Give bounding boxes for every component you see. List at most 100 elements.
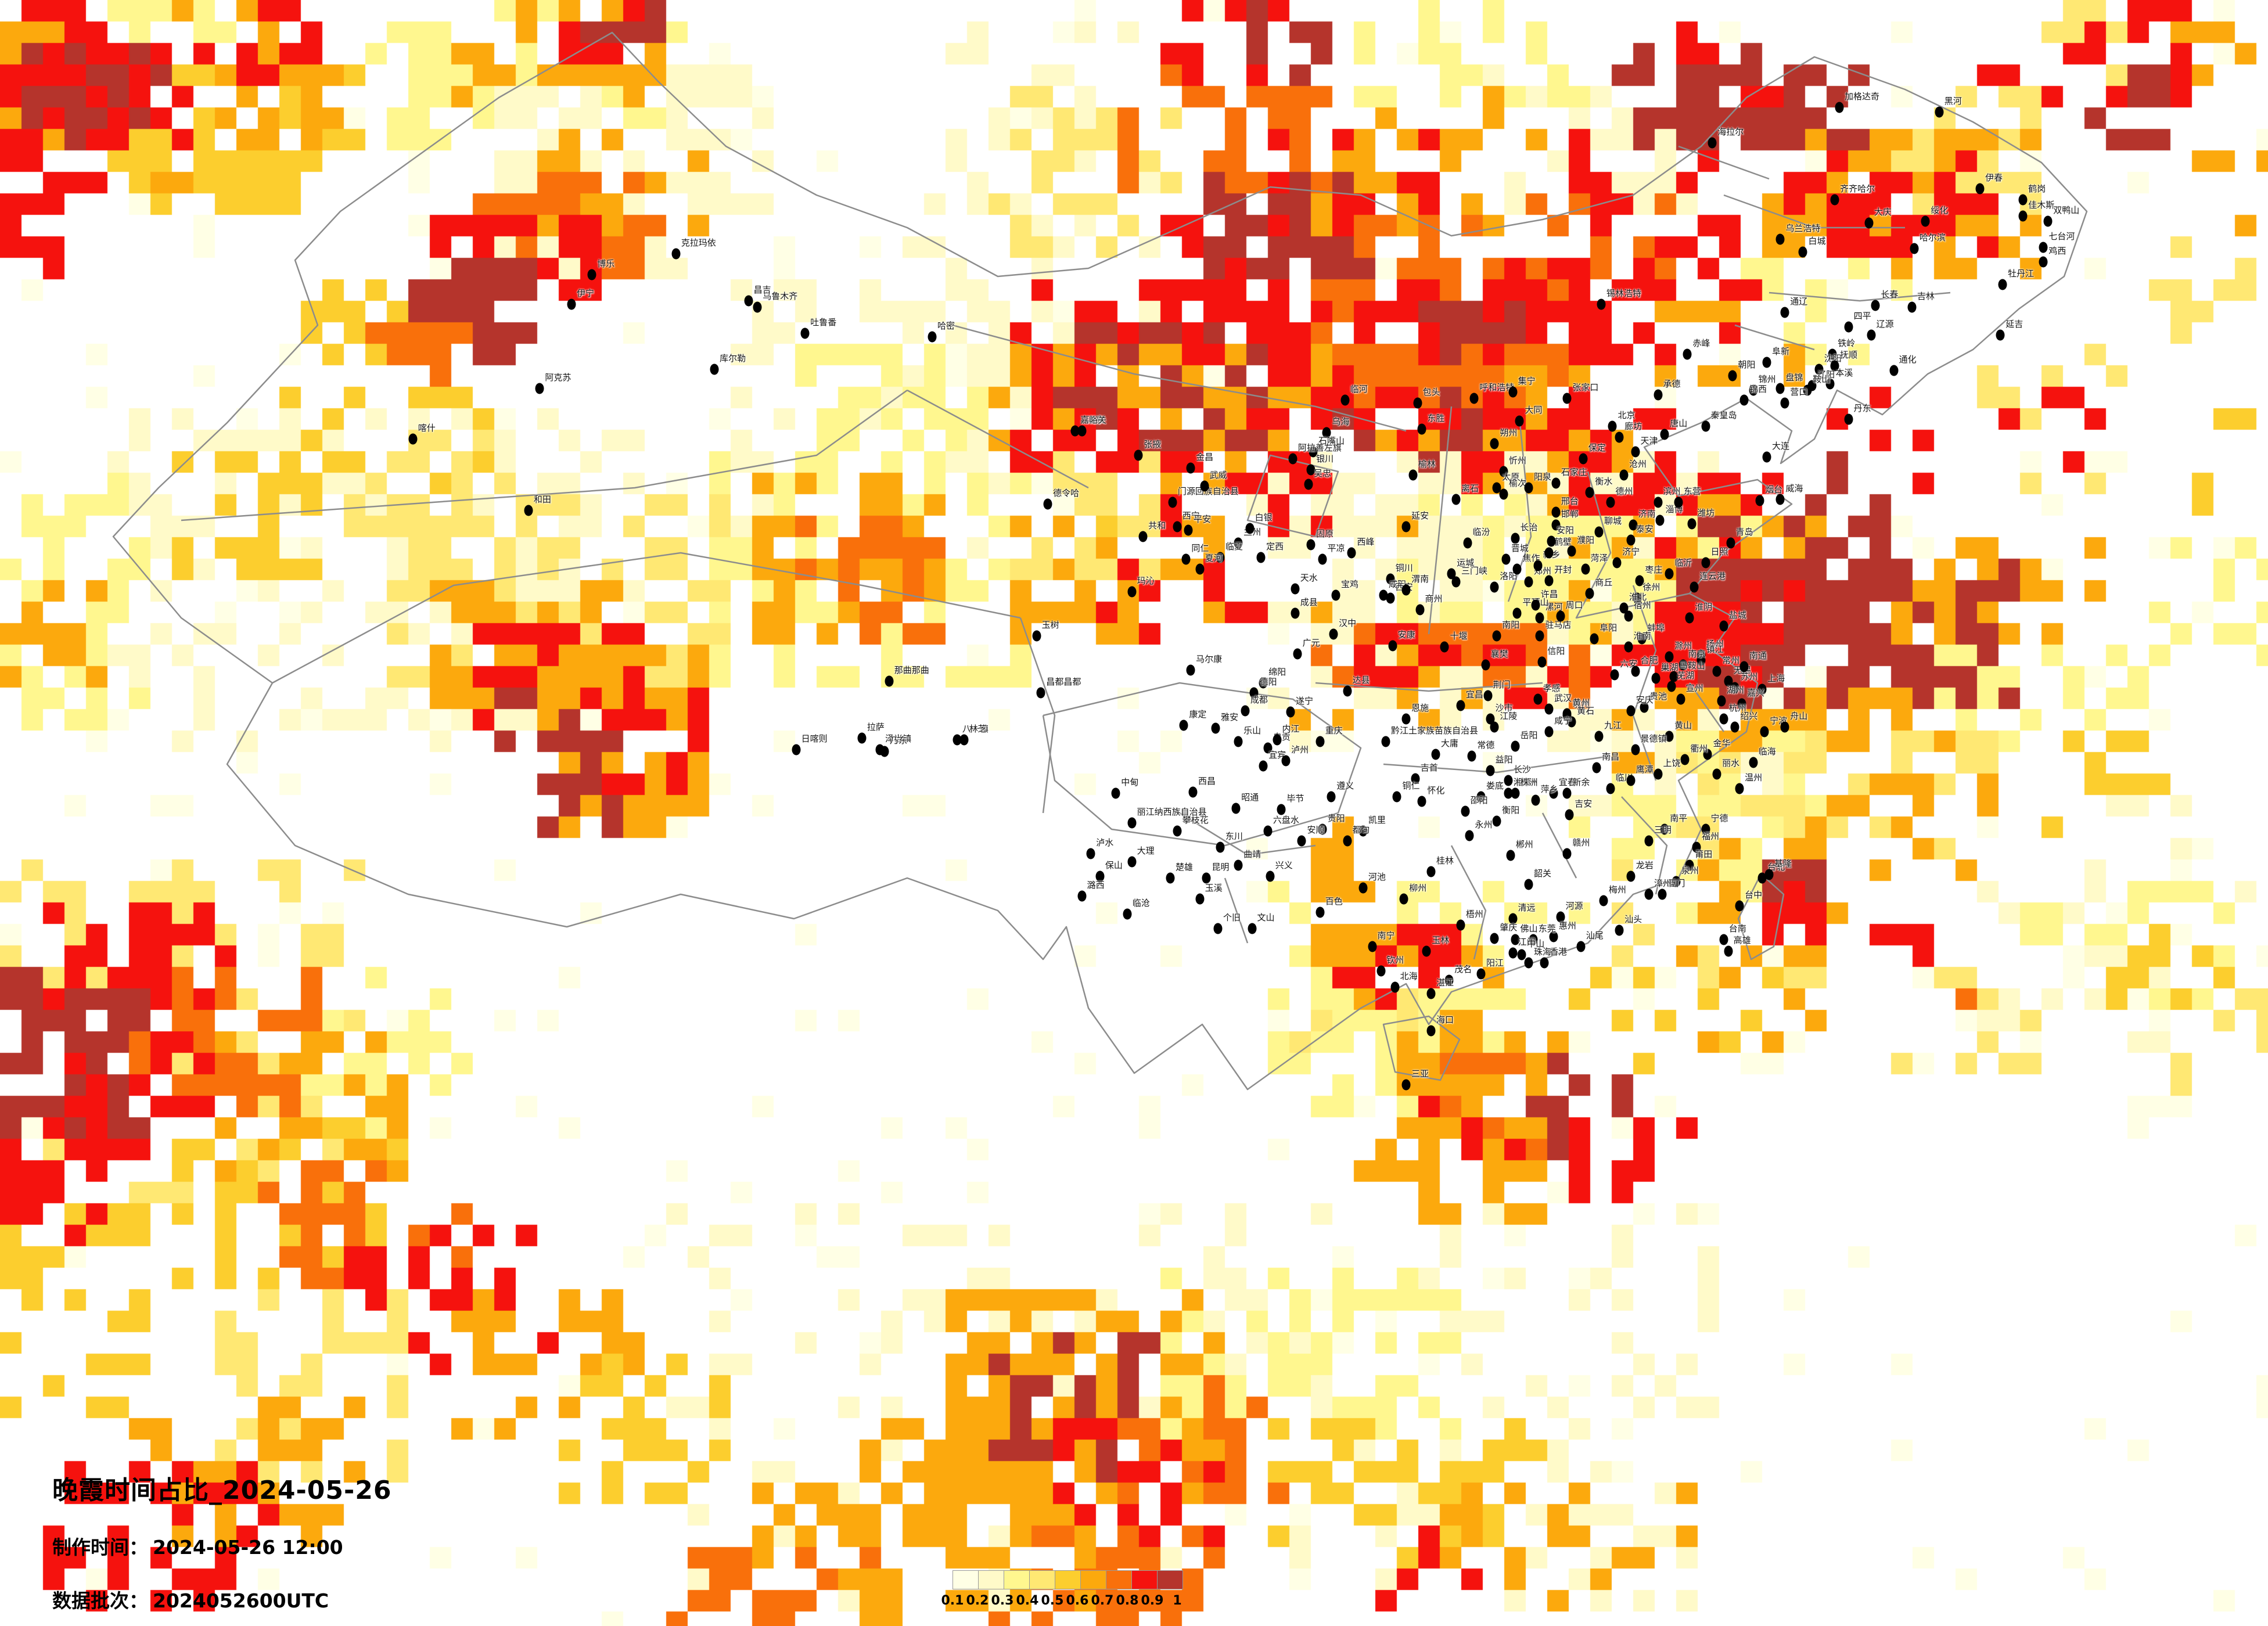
city-label: 朝阳: [1738, 359, 1756, 370]
city-dot: [1531, 794, 1540, 806]
city-dot: [1562, 848, 1572, 859]
city-label: 乐山: [1243, 725, 1261, 736]
city-label: 临沧: [1132, 897, 1150, 908]
city-dot: [1515, 415, 1524, 427]
city-dot: [1535, 630, 1544, 642]
city-dot: [1291, 607, 1300, 619]
city-dot: [1724, 945, 1733, 957]
legend-color-box: [978, 1570, 1004, 1589]
city-dot: [1309, 446, 1318, 458]
city-dot: [1322, 427, 1331, 438]
city-label: 镇江: [1706, 643, 1724, 654]
city-dot: [1581, 563, 1590, 575]
city-label: 湘潭: [1513, 777, 1531, 788]
city-dot: [1263, 825, 1273, 837]
city-dot: [1417, 796, 1426, 807]
city-label: 张家口: [1572, 382, 1599, 393]
city-label: 高雄: [1733, 935, 1751, 945]
city-dot: [1719, 934, 1728, 945]
city-label: 茂名: [1454, 964, 1472, 975]
city-dot: [1676, 693, 1685, 705]
city-dot: [1343, 685, 1352, 697]
city-label: 鄂州: [1572, 699, 1590, 710]
city-label: 鹤壁: [1554, 537, 1572, 547]
city-dot: [1717, 695, 1726, 707]
city-label: 共和: [1148, 520, 1166, 531]
city-dot: [1297, 835, 1306, 847]
city-dot: [1043, 498, 1052, 510]
city-dot: [1665, 568, 1674, 580]
city-dot: [1315, 736, 1325, 747]
city-label: 天水: [1300, 572, 1318, 583]
city-label: 本溪: [1835, 367, 1853, 378]
city-label: 海拉尔: [1717, 127, 1744, 138]
city-label: 萍乡: [1540, 783, 1558, 794]
city-dot: [1286, 706, 1295, 718]
city-label: 丽江纳西族自治县: [1137, 806, 1207, 817]
city-label: 湖州: [1726, 684, 1744, 695]
city-dot: [1386, 592, 1395, 604]
city-dot: [1202, 872, 1211, 884]
city-label: 阜新: [1771, 346, 1789, 357]
city-dot: [1431, 749, 1440, 760]
city-dot: [1540, 957, 1549, 969]
city-label: 日喀则: [801, 733, 828, 744]
city-label: 伊宁: [577, 287, 595, 298]
city-label: 西宁: [1182, 510, 1200, 521]
city-label: 十堰: [1450, 631, 1468, 642]
city-label: 潞西: [1087, 879, 1105, 890]
city-label: 白银: [1255, 512, 1273, 523]
city-label: 襄樊: [1490, 649, 1508, 660]
city-dot: [1672, 876, 1681, 887]
city-dot: [1181, 553, 1191, 565]
city-label: 大理: [1137, 845, 1155, 856]
legend-color-box: [1004, 1570, 1030, 1589]
city-label: 武汉: [1554, 692, 1572, 703]
city-dot: [1556, 911, 1565, 923]
city-label: 八一镇: [962, 724, 989, 734]
city-label: 合肥: [1640, 655, 1658, 666]
city-dot: [1248, 923, 1257, 934]
city-label: 乌鲁木齐: [763, 291, 798, 302]
city-dot: [1511, 533, 1520, 544]
city-dot: [1749, 384, 1758, 396]
city-dot: [1592, 762, 1601, 774]
city-dot: [1490, 933, 1499, 944]
city-dot: [1712, 665, 1721, 677]
city-label: 库尔勒: [720, 352, 746, 364]
city-dot: [1476, 968, 1486, 980]
city-label: 淮阴: [1695, 602, 1713, 612]
city-dot: [1306, 539, 1315, 551]
city-label: 安康: [1397, 629, 1415, 640]
city-label: 宜宾: [1268, 749, 1286, 760]
city-dot: [1504, 787, 1513, 799]
production-time-line: 制作时间： 2024-05-26 12:00: [52, 1532, 391, 1560]
legend-color-box: [1080, 1570, 1106, 1589]
city-dot: [1168, 497, 1177, 508]
city-label: 阿拉善左旗: [1297, 442, 1342, 453]
city-dot: [1368, 941, 1377, 952]
city-label: 赣州: [1572, 837, 1590, 848]
city-label: 宜春: [1558, 777, 1576, 788]
city-dot: [1127, 817, 1137, 829]
city-label: 信阳: [1547, 645, 1565, 656]
city-dot: [1624, 641, 1633, 653]
city-dot: [1921, 215, 1930, 227]
city-label: 铜川: [1395, 562, 1413, 573]
city-dot: [1127, 586, 1137, 598]
legend-color-box: [1131, 1570, 1158, 1589]
city-label: 七台河: [2048, 231, 2075, 242]
city-label: 保定: [1588, 442, 1606, 453]
city-dot: [1637, 633, 1647, 645]
city-dot: [1401, 713, 1411, 725]
city-dot: [1612, 557, 1622, 569]
city-dot: [1343, 835, 1352, 847]
city-label: 雅安: [1221, 712, 1239, 723]
city-dot: [1635, 575, 1644, 587]
city-label: 玉溪: [1205, 883, 1223, 894]
city-dot: [1998, 279, 2007, 290]
city-dot: [1719, 620, 1728, 632]
city-dot: [1492, 482, 1501, 494]
city-dot: [1444, 974, 1454, 986]
